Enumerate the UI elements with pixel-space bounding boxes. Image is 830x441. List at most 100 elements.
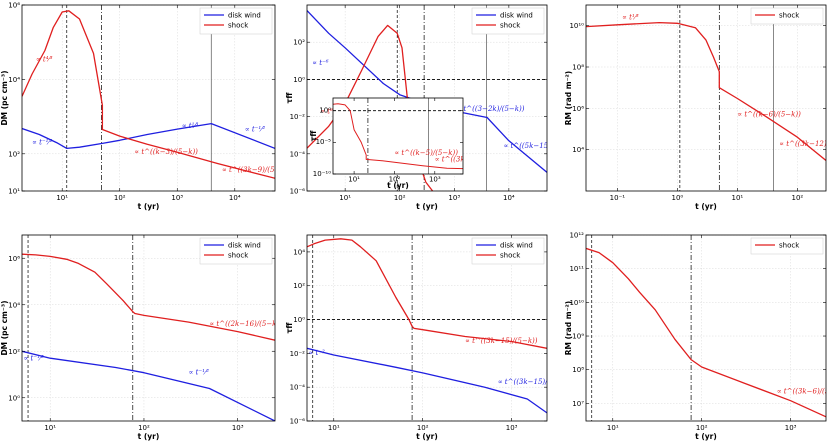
x-tick-label: 10² <box>394 194 406 202</box>
y-tick-label: 10¹¹ <box>569 265 584 273</box>
series-line-shock <box>333 103 463 170</box>
x-tick-label: 10¹ <box>348 176 360 184</box>
series-line-shock <box>22 253 275 341</box>
legend-label: disk wind <box>500 242 533 250</box>
x-tick-label: 10³ <box>448 194 460 202</box>
plot-area: ∝ t⁴⁄³ ∝ t⁻¹⁄² ∝ t¹⁄³ ∝ t⁻¹⁄² ∝ t^((k−3)/(5−… <box>22 5 290 191</box>
legend: disk wind shock <box>471 237 545 265</box>
y-tick-label: 10⁻¹⁰ <box>313 170 331 178</box>
x-tick-label: 10³ <box>785 424 797 432</box>
scaling-annotation: ∝ t⁶ <box>320 107 333 115</box>
series-line-shock <box>586 247 826 418</box>
plot-area: ∝ t⁻¹⁄² ∝ t⁻¹⁄² ∝ t^((2k−16)/(5−k)) <box>22 235 282 421</box>
scaling-annotation: ∝ t¹⁄³ <box>182 122 199 130</box>
x-tick-label: 10¹ <box>732 194 744 202</box>
y-tick-label: 10⁴ <box>8 301 20 309</box>
scaling-annotation: ∝ t^((3k−6)/(5−k)) <box>777 387 830 395</box>
x-tick-label: 10⁴ <box>229 194 241 202</box>
y-axis-label: τff <box>285 92 294 104</box>
scaling-annotation: ∝ t^((k−6)/(5−k)) <box>737 111 801 119</box>
panel-2: ∝ t¹⁄³ ∝ t^((k−6)/(5−k)) ∝ t^((3k−12)/(5−k… <box>564 4 830 211</box>
x-tick-label: 10² <box>389 176 401 184</box>
x-tick-label: 10³ <box>171 194 183 202</box>
series-line-disk_wind <box>307 347 547 414</box>
x-tick-label: 10¹ <box>339 194 351 202</box>
scaling-annotation: ∝ t^((k−5)/(5−k)) <box>394 149 458 157</box>
y-tick-label: 10⁻² <box>290 113 306 121</box>
y-tick-label: 10⁴ <box>8 76 20 84</box>
scaling-annotation: ∝ t^((3k−9)/(5−k)) <box>222 166 290 174</box>
legend: disk wind shock <box>471 7 545 35</box>
x-tick-label: 10³ <box>429 176 441 184</box>
y-axis-label: τff <box>309 130 318 142</box>
legend-label: shock <box>500 252 521 260</box>
x-axis-label: t (yr) <box>387 181 409 190</box>
x-axis-label: t (yr) <box>138 432 160 441</box>
scaling-annotation: ∝ t^((3k−15)/(5−k)) <box>465 337 538 345</box>
x-axis-label: t (yr) <box>695 432 717 441</box>
panel-0: ∝ t⁴⁄³ ∝ t⁻¹⁄² ∝ t¹⁄³ ∝ t⁻¹⁄² ∝ t^((k−3)/(5−… <box>0 2 290 211</box>
y-tick-label: 10⁻⁵ <box>316 138 332 146</box>
legend: shock <box>750 7 824 25</box>
scaling-annotation: ∝ t⁻² <box>309 349 325 357</box>
y-tick-label: 10⁴ <box>293 248 305 256</box>
y-tick-label: 10⁶ <box>8 255 20 263</box>
y-axis-label: DM (pc cm⁻³) <box>0 300 9 355</box>
x-tick-label: 10² <box>792 194 804 202</box>
y-tick-label: 10⁰ <box>293 316 305 324</box>
legend: disk wind shock <box>199 7 273 35</box>
x-tick-label: 10³ <box>232 424 244 432</box>
y-axis-label: DM (pc cm⁻³) <box>0 70 9 125</box>
x-axis-label: t (yr) <box>138 202 160 211</box>
y-tick-label: 10² <box>293 39 305 47</box>
plot-frame <box>585 234 827 422</box>
y-tick-label: 10⁴ <box>572 146 584 154</box>
legend: shock <box>750 237 824 255</box>
legend-box <box>199 7 273 35</box>
x-tick-label: 10² <box>114 194 126 202</box>
plot-frame <box>21 4 276 192</box>
scaling-annotation: ∝ t⁻¹⁄² <box>189 369 209 377</box>
x-tick-label: 10⁴ <box>503 194 515 202</box>
scaling-annotation: ∝ t^((3−2k)/(5−k)) <box>457 105 525 113</box>
legend-label: disk wind <box>228 12 261 20</box>
y-tick-label: 10⁸ <box>572 64 584 72</box>
plot-area: ∝ t¹⁄³ ∝ t^((k−6)/(5−k)) ∝ t^((3k−12)/(5−k… <box>586 5 830 191</box>
legend-label: shock <box>228 252 249 260</box>
x-tick-label: 10¹ <box>328 424 340 432</box>
scaling-annotation: ∝ t¹⁄³ <box>622 13 639 21</box>
y-tick-label: 10⁰ <box>319 106 331 114</box>
legend-box <box>471 237 545 265</box>
scaling-annotation: ∝ t^((3k−12)/(5−k)) <box>779 140 830 148</box>
scaling-annotation: ∝ t⁻¹⁄² <box>32 138 52 146</box>
scaling-annotation: ∝ t^((k−3)/(5−k)) <box>134 148 198 156</box>
plot-frame <box>585 4 827 192</box>
scaling-annotation: ∝ t^((3k−15)/(5−k)) <box>498 378 571 386</box>
y-tick-label: 10² <box>8 348 20 356</box>
scaling-annotation: ∝ t⁻¹⁄² <box>245 125 265 133</box>
y-tick-label: 10⁸ <box>572 366 584 374</box>
y-tick-label: 10⁻⁴ <box>290 150 306 158</box>
plot-area: ∝ t^((3k−6)/(5−k)) <box>586 235 830 421</box>
y-tick-label: 10⁹ <box>572 333 584 341</box>
y-axis-label: τff <box>285 322 294 334</box>
scaling-annotation: ∝ t^((2k−16)/(5−k)) <box>209 320 282 328</box>
panel-5: ∝ t^((3k−6)/(5−k)) 10¹ 10² 10³ 10⁷ 10⁸ 10⁹ 10¹⁰… <box>564 232 830 441</box>
y-tick-label: 10⁻² <box>290 350 306 358</box>
y-tick-label: 10⁰ <box>8 394 20 402</box>
x-axis-label: t (yr) <box>416 432 438 441</box>
legend: disk wind shock <box>199 237 273 265</box>
plot-frame <box>306 4 548 192</box>
legend-box <box>750 7 824 25</box>
y-tick-label: 10¹⁰ <box>569 299 584 307</box>
x-axis-label: t (yr) <box>416 202 438 211</box>
x-tick-label: 10² <box>417 424 429 432</box>
inset-plot: ∝ t^((k−5)/(5−k))∝ t^((3k−12)/(5−k)) 10¹ 1… <box>309 97 464 190</box>
scaling-annotation: ∝ t⁴⁄³ <box>36 56 53 64</box>
y-tick-label: 10¹ <box>8 188 20 196</box>
y-tick-label: 10⁶ <box>572 105 584 113</box>
legend-label: shock <box>779 242 800 250</box>
x-tick-label: 10² <box>138 424 150 432</box>
y-tick-label: 10⁻⁴ <box>290 384 306 392</box>
y-tick-label: 10⁷ <box>572 400 584 408</box>
